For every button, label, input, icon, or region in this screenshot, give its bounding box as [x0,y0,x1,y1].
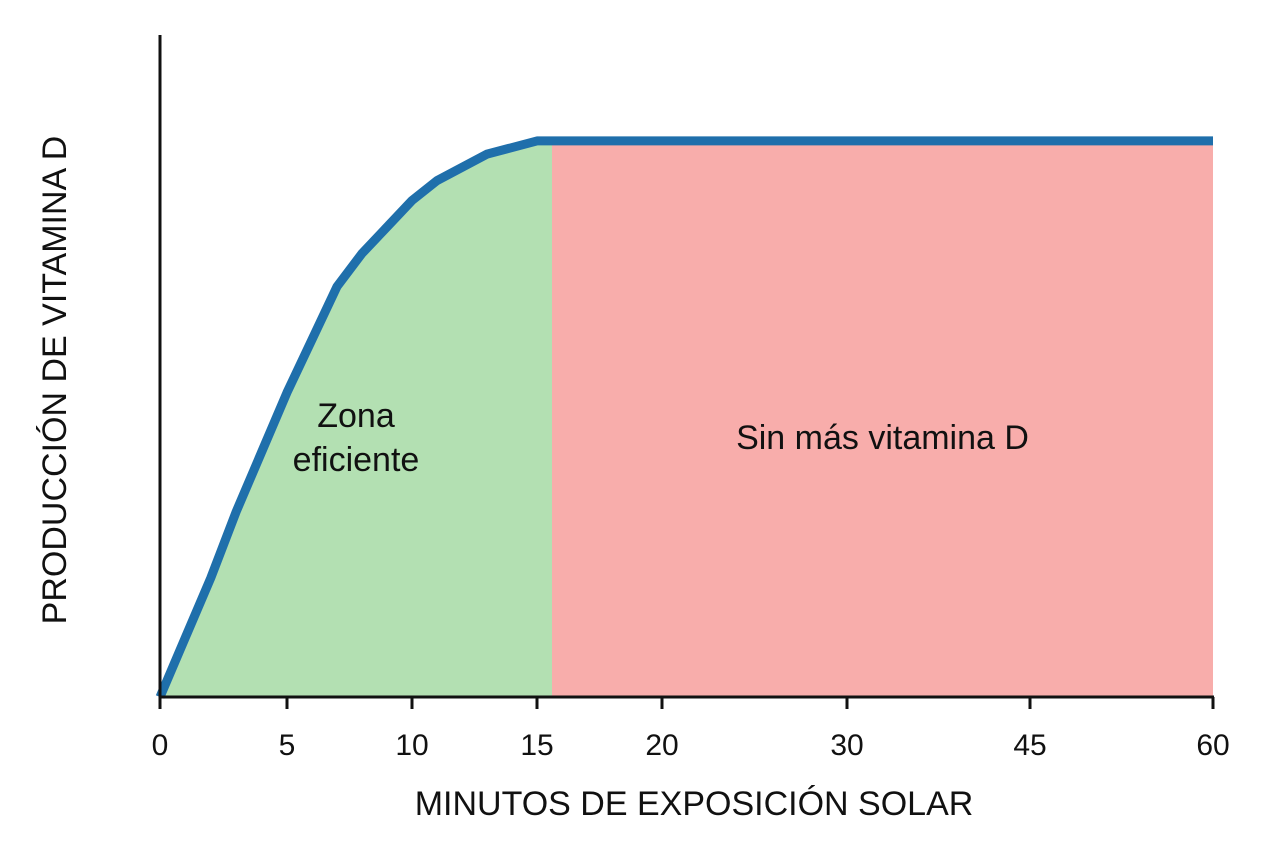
x-tick-label: 20 [645,729,678,762]
line [155,136,1213,699]
x-tick-label: 30 [830,729,863,762]
x-tick-label: 0 [152,729,169,762]
zone-label: Zona eficiente [292,396,420,479]
x-tick-label: 5 [279,729,296,762]
zone-label: Sin más vitamina D [736,418,1029,457]
zone [552,140,1213,698]
y-axis-title: PRODUCCIÓN DE VITAMINA D [36,136,74,625]
x-tick-label: 60 [1196,729,1229,762]
x-tick-label: 10 [395,729,428,762]
zone [160,140,552,698]
x-axis-title: MINUTOS DE EXPOSICIÓN SOLAR [415,785,974,823]
x-tick-label: 15 [520,729,553,762]
x-tick-label: 45 [1013,729,1046,762]
